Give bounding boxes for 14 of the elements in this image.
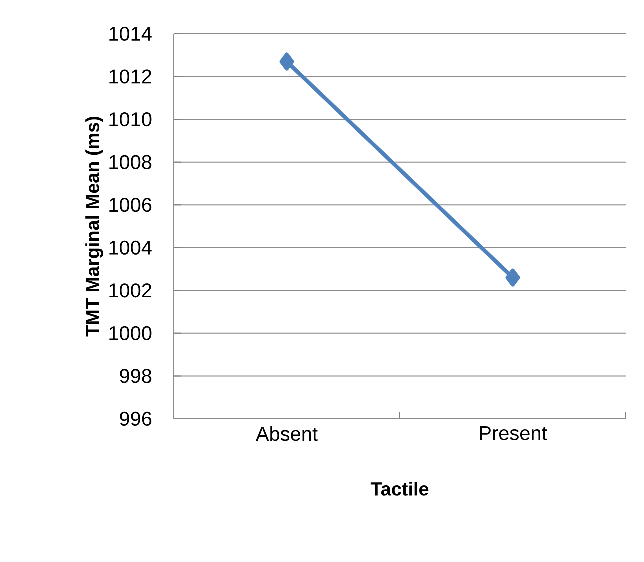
y-tick-label: 1012	[110, 70, 152, 84]
y-axis-title: TMT Marginal Mean (ms)	[86, 117, 104, 337]
y-tick-label: 1006	[110, 198, 152, 212]
y-tick-label: 1010	[110, 112, 152, 127]
y-tick-label: 1014	[110, 26, 152, 42]
y-tick-label: 996	[120, 412, 152, 426]
y-tick-label: 1004	[110, 240, 152, 255]
y-tick-label: 998	[120, 369, 152, 384]
y-tick-label: 1000	[110, 326, 152, 340]
x-tick-label: Absent	[256, 426, 318, 442]
x-tick-label: Present	[480, 426, 548, 440]
y-tick-label: 1008	[110, 155, 152, 170]
x-axis-title: Tactile	[370, 482, 429, 496]
y-tick-label: 1002	[110, 284, 152, 298]
